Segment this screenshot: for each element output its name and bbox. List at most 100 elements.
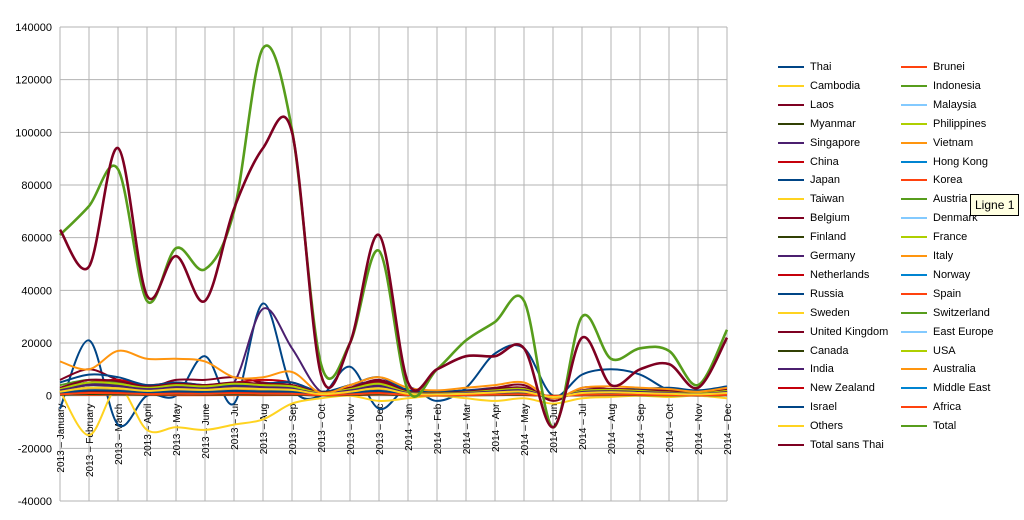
legend-swatch	[901, 160, 927, 163]
legend-label: Israel	[810, 401, 837, 414]
legend-label: USA	[933, 344, 956, 357]
legend-label: Japan	[810, 174, 840, 187]
legend-swatch	[778, 349, 804, 352]
legend-label: Taiwan	[810, 193, 845, 206]
legend-label: Italy	[933, 250, 954, 262]
legend-label: Total	[933, 420, 957, 433]
x-tick-label: 2013 – Aug	[259, 404, 270, 455]
legend-label: Laos	[810, 98, 834, 111]
legend-swatch	[901, 425, 927, 428]
legend-swatch	[778, 179, 804, 182]
x-tick-label: 2013 – February	[85, 404, 96, 477]
legend-label: Norway	[933, 268, 971, 281]
legend-swatch	[901, 292, 927, 295]
legend-label: Vietnam	[933, 136, 974, 149]
x-tick-label: 2013 – Sep	[288, 403, 299, 455]
y-tick-label: 60000	[21, 233, 52, 245]
legend-label: Indonesia	[933, 79, 981, 92]
legend-label: Finland	[810, 231, 847, 244]
x-tick-label: 2013 – Dec	[375, 404, 386, 455]
x-tick-label: 2014 – Sep	[636, 403, 647, 455]
series-line-others	[59, 386, 728, 399]
legend-label: Netherlands	[810, 268, 870, 281]
legend-label: Korea	[933, 174, 963, 187]
legend-swatch	[901, 349, 927, 352]
legend-swatch	[901, 311, 927, 314]
legend-label: East Europe	[933, 325, 994, 338]
tooltip: Ligne 1	[970, 194, 1020, 216]
legend-label: Malaysia	[933, 98, 977, 111]
legend-label: Germany	[810, 250, 856, 262]
y-tick-label: 120000	[15, 75, 52, 87]
x-tick-label: 2014 – Dec	[723, 404, 734, 455]
series-line-israel	[59, 389, 728, 398]
legend-swatch	[901, 255, 927, 257]
legend-swatch	[901, 141, 927, 144]
legend-swatch	[901, 273, 927, 276]
y-tick-label: 0	[46, 391, 52, 403]
legend-swatch	[778, 406, 804, 409]
series-line-thai	[59, 302, 728, 428]
legend-swatch	[778, 103, 804, 106]
legend-label: Middle East	[933, 382, 991, 395]
legend-swatch	[778, 236, 804, 239]
series-line-total-sans-thai	[58, 115, 729, 429]
legend-label: Belgium	[810, 212, 850, 225]
x-tick-label: 2013 – June	[201, 403, 212, 458]
x-tick-label: 2014 – Jun	[549, 404, 560, 454]
line-chart: -40000 -20000 0 20000 40000 60000 80000 100000 1…	[15, 22, 734, 508]
y-tick-label: 100000	[15, 127, 52, 139]
legend-swatch	[778, 84, 804, 87]
x-tick-label: 2014 – Aug	[607, 404, 618, 455]
legend-swatch	[778, 273, 804, 276]
legend-swatch	[778, 255, 804, 257]
legend-label: Australia	[933, 363, 976, 376]
legend-label: Russia	[810, 287, 844, 300]
x-tick-label: 2013 – Oct	[317, 403, 328, 452]
legend-swatch	[901, 217, 927, 220]
legend-label: Sweden	[810, 306, 850, 319]
series-line-usa	[59, 381, 728, 399]
legend-label: Thai	[810, 61, 832, 73]
x-tick-label: 2014 – May	[520, 404, 531, 456]
legend-swatch	[901, 387, 927, 390]
legend-swatch	[778, 387, 804, 390]
legend-label: Canada	[810, 344, 849, 357]
legend-swatch	[778, 141, 804, 144]
x-tick-label: 2014 – Apr	[491, 403, 502, 452]
legend-swatch	[901, 103, 927, 106]
y-tick-label: 140000	[15, 22, 52, 34]
legend-swatch	[778, 330, 804, 333]
series-line-total	[59, 44, 729, 429]
x-tick-label: 2014 – Jul	[578, 404, 589, 450]
x-tick-label: 2013 – Jul	[230, 404, 241, 450]
legend-swatch	[901, 198, 927, 201]
chart-series-lines	[58, 44, 729, 437]
y-tick-label: -20000	[18, 443, 52, 455]
x-tick-label: 2014 - Jan	[404, 404, 415, 451]
legend-label: New Zealand	[810, 382, 875, 395]
y-tick-label: -40000	[18, 496, 52, 508]
legend-swatch	[778, 311, 804, 314]
x-tick-label: 2013 – March	[114, 404, 125, 465]
legend-label: Austria	[933, 193, 968, 206]
x-tick-label: 2014 – Feb	[433, 403, 444, 454]
legend-swatch	[778, 122, 804, 125]
legend-label: Hong Kong	[933, 155, 989, 168]
legend-label: Cambodia	[810, 79, 861, 92]
legend-swatch	[778, 217, 804, 220]
legend-label: India	[810, 363, 834, 376]
legend-label: China	[810, 155, 839, 168]
legend-label: Others	[810, 420, 844, 433]
legend-swatch	[901, 122, 927, 125]
legend-label: Denmark	[933, 212, 978, 225]
x-tick-label: 2013 – May	[172, 404, 183, 456]
legend-swatch	[778, 160, 804, 163]
legend-swatch	[901, 236, 927, 239]
legend-swatch	[778, 368, 804, 371]
x-tick-label: 2013 – Nov	[346, 404, 357, 455]
y-axis: -40000 -20000 0 20000 40000 60000 80000 100000 1…	[15, 22, 61, 508]
y-tick-label: 40000	[21, 285, 52, 297]
legend-label: Switzerland	[933, 306, 990, 319]
legend-label: Africa	[933, 401, 962, 414]
